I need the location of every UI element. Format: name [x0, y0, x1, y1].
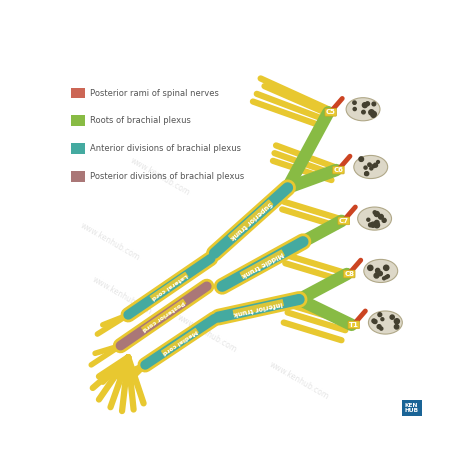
- Circle shape: [383, 265, 389, 271]
- Text: Roots of brachial plexus: Roots of brachial plexus: [91, 116, 191, 125]
- Circle shape: [373, 320, 377, 324]
- Text: www.kenhub.com: www.kenhub.com: [175, 313, 238, 355]
- Circle shape: [368, 163, 371, 166]
- Text: Lateral cord: Lateral cord: [150, 273, 188, 301]
- Ellipse shape: [364, 259, 398, 283]
- Text: Posterior cord: Posterior cord: [142, 300, 186, 332]
- Circle shape: [378, 313, 382, 317]
- FancyBboxPatch shape: [71, 171, 85, 182]
- FancyBboxPatch shape: [71, 88, 85, 99]
- Circle shape: [372, 319, 376, 323]
- Text: T1: T1: [349, 322, 359, 328]
- Circle shape: [382, 219, 386, 222]
- Text: www.kenhub.com: www.kenhub.com: [268, 360, 330, 401]
- Circle shape: [376, 270, 380, 274]
- Circle shape: [364, 166, 367, 169]
- Circle shape: [368, 265, 373, 271]
- Circle shape: [367, 218, 370, 221]
- Circle shape: [394, 319, 400, 324]
- Circle shape: [371, 113, 376, 118]
- Text: Posterior rami of spinal nerves: Posterior rami of spinal nerves: [91, 89, 219, 98]
- Circle shape: [363, 103, 367, 108]
- Text: C8: C8: [344, 271, 354, 277]
- Text: www.kenhub.com: www.kenhub.com: [79, 221, 142, 263]
- Circle shape: [362, 110, 365, 114]
- Circle shape: [383, 277, 385, 280]
- Text: Anterior divisions of brachial plexus: Anterior divisions of brachial plexus: [91, 144, 241, 153]
- Circle shape: [377, 325, 381, 328]
- Circle shape: [374, 222, 380, 228]
- Circle shape: [372, 111, 376, 117]
- Text: Posterior divisions of brachial plexus: Posterior divisions of brachial plexus: [91, 172, 245, 181]
- FancyBboxPatch shape: [71, 143, 85, 154]
- Circle shape: [371, 222, 375, 227]
- Text: www.kenhub.com: www.kenhub.com: [129, 155, 192, 197]
- Circle shape: [378, 272, 383, 276]
- Circle shape: [374, 273, 379, 278]
- Circle shape: [353, 108, 356, 110]
- Circle shape: [369, 223, 373, 227]
- Circle shape: [385, 276, 388, 279]
- Ellipse shape: [346, 98, 380, 121]
- Circle shape: [390, 315, 394, 319]
- Circle shape: [372, 164, 375, 168]
- Text: C6: C6: [334, 167, 343, 173]
- FancyBboxPatch shape: [401, 401, 421, 416]
- Text: KEN
HUB: KEN HUB: [404, 402, 419, 413]
- Circle shape: [394, 325, 399, 329]
- Text: C7: C7: [339, 218, 349, 224]
- Circle shape: [374, 163, 378, 167]
- Circle shape: [373, 211, 376, 214]
- Circle shape: [374, 220, 379, 225]
- Ellipse shape: [358, 207, 392, 230]
- Text: Superior trunk: Superior trunk: [228, 200, 273, 240]
- Text: C5: C5: [326, 109, 336, 115]
- Circle shape: [369, 109, 374, 115]
- Text: Inferior trunk: Inferior trunk: [233, 300, 283, 316]
- Circle shape: [375, 268, 380, 273]
- Circle shape: [365, 172, 369, 176]
- Text: www.kenhub.com: www.kenhub.com: [91, 275, 154, 316]
- Text: Medial cord: Medial cord: [161, 328, 198, 355]
- Circle shape: [370, 167, 373, 170]
- Circle shape: [381, 318, 384, 320]
- Ellipse shape: [368, 311, 402, 334]
- Circle shape: [372, 102, 376, 106]
- Circle shape: [374, 211, 379, 217]
- Circle shape: [359, 157, 364, 162]
- Ellipse shape: [354, 155, 388, 179]
- Circle shape: [365, 102, 369, 106]
- Circle shape: [380, 327, 383, 330]
- Circle shape: [379, 214, 383, 219]
- Circle shape: [377, 161, 379, 164]
- FancyBboxPatch shape: [71, 115, 85, 126]
- Circle shape: [365, 173, 367, 175]
- Text: Middle trunk: Middle trunk: [240, 250, 284, 278]
- Circle shape: [386, 274, 389, 278]
- Circle shape: [353, 101, 356, 104]
